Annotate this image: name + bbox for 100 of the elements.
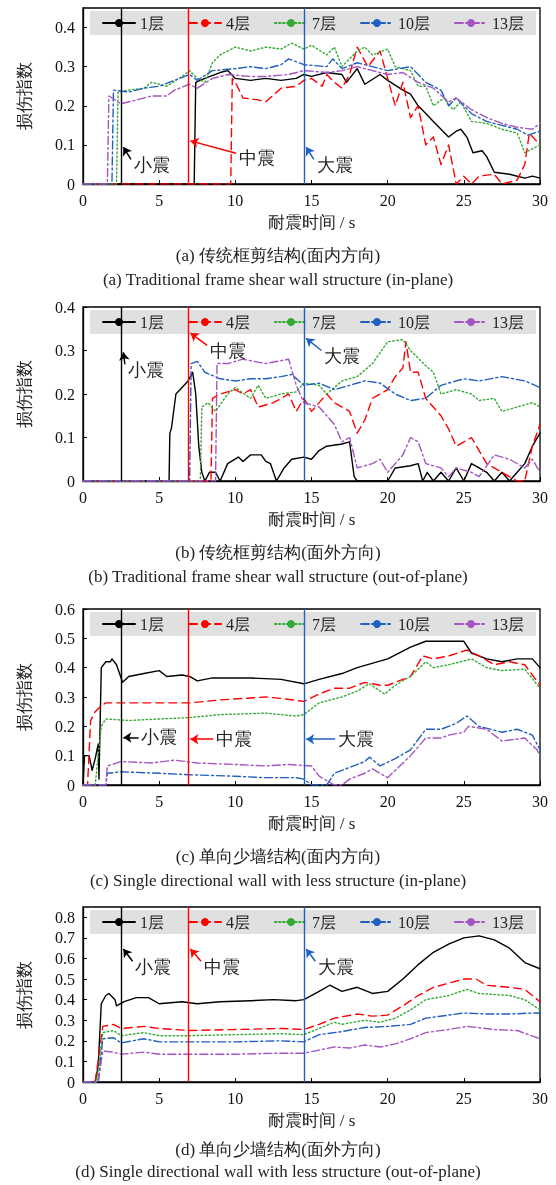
x-tick-label: 20 (379, 1089, 396, 1107)
y-tick-label: 0.5 (55, 629, 75, 647)
y-axis-title: 损伤指数 (15, 663, 34, 731)
ref-line-label: 小震 (133, 154, 170, 175)
y-tick-label: 0.4 (55, 991, 75, 1009)
text: (b) 传统框剪结构(面外方向) (175, 543, 381, 562)
ref-line-label: 大震 (318, 956, 355, 977)
legend-label: 13层 (492, 313, 524, 331)
ref-line-label: 中震 (216, 729, 253, 750)
y-tick-label: 0 (67, 175, 75, 193)
x-tick-label: 0 (79, 1089, 87, 1107)
y-tick-label: 0.4 (55, 298, 75, 316)
y-tick-label: 0 (67, 776, 75, 794)
legend-label: 7层 (312, 14, 336, 32)
x-tick-label: 25 (455, 191, 472, 209)
x-tick-label: 30 (532, 1089, 548, 1107)
x-axis-title: 耐震时间 / s (267, 213, 356, 232)
ref-line-label: 小震 (127, 359, 164, 380)
y-tick-label: 0.6 (55, 949, 75, 967)
text: (d) 单向少墙结构(面外方向) (175, 1140, 381, 1159)
ref-line-label: 中震 (209, 340, 246, 361)
ref-line-label: 大震 (324, 345, 361, 366)
y-tick-label: 0.3 (55, 58, 75, 76)
y-axis-title: 损伤指数 (15, 62, 34, 130)
x-tick-label: 10 (227, 488, 244, 506)
y-tick-label: 0.2 (55, 97, 75, 115)
x-tick-label: 15 (303, 488, 320, 506)
text: (a) 传统框剪结构(面内方向) (175, 246, 381, 265)
x-tick-label: 15 (303, 191, 320, 209)
x-tick-label: 20 (379, 191, 396, 209)
x-tick-label: 5 (155, 792, 164, 810)
x-tick-label: 25 (455, 1089, 472, 1107)
x-tick-label: 30 (532, 488, 548, 506)
y-tick-label: 0.3 (55, 688, 75, 706)
x-tick-label: 0 (79, 488, 87, 506)
legend-label: 13层 (492, 615, 524, 633)
ref-line-label: 大震 (337, 729, 374, 750)
x-axis-title: 耐震时间 / s (267, 510, 356, 529)
y-tick-label: 0.1 (55, 747, 75, 765)
x-tick-label: 30 (532, 792, 548, 810)
legend-label: 1层 (140, 313, 164, 331)
legend-label: 10层 (398, 14, 430, 32)
legend-label: 10层 (398, 913, 430, 931)
x-axis-title: 耐震时间 / s (267, 814, 356, 833)
x-tick-label: 5 (155, 488, 164, 506)
legend-label: 1层 (140, 913, 164, 931)
y-tick-label: 0.7 (55, 929, 75, 947)
y-tick-label: 0.2 (55, 385, 75, 403)
text: (b) Traditional frame shear wall structure (out-of-plane) (88, 567, 468, 586)
legend-label: 4层 (226, 14, 250, 32)
legend-label: 1层 (140, 14, 164, 32)
text: (a) Traditional frame shear wall structure (in-plane) (102, 270, 454, 289)
legend-label: 4层 (226, 913, 250, 931)
y-tick-label: 0.1 (55, 136, 75, 154)
x-tick-label: 5 (155, 191, 164, 209)
y-tick-label: 0.2 (55, 717, 75, 735)
legend-label: 13层 (492, 14, 524, 32)
y-tick-label: 0.8 (55, 908, 75, 926)
legend-label: 7层 (312, 913, 336, 931)
x-tick-label: 15 (303, 792, 320, 810)
legend-label: 7层 (312, 313, 336, 331)
x-tick-label: 20 (379, 792, 396, 810)
ref-line-label: 小震 (135, 956, 172, 977)
x-tick-label: 0 (79, 191, 87, 209)
y-tick-label: 0.1 (55, 1052, 75, 1070)
text: (c) 单向少墙结构(面内方向) (175, 847, 381, 866)
y-tick-label: 0.3 (55, 1011, 75, 1029)
legend-label: 1层 (140, 615, 164, 633)
x-tick-label: 10 (227, 792, 244, 810)
x-tick-label: 5 (155, 1089, 164, 1107)
x-tick-label: 30 (532, 191, 548, 209)
y-tick-label: 0.1 (55, 429, 75, 446)
y-tick-label: 0.5 (55, 970, 75, 988)
y-axis-title: 损伤指数 (15, 360, 34, 428)
x-tick-label: 25 (455, 792, 472, 810)
legend-label: 4层 (226, 615, 250, 633)
x-tick-label: 20 (379, 488, 396, 506)
ref-line-label: 中震 (203, 956, 240, 977)
legend-label: 13层 (492, 913, 524, 931)
y-tick-label: 0.4 (55, 659, 75, 677)
x-tick-label: 10 (227, 191, 244, 209)
y-tick-label: 0 (67, 472, 75, 490)
y-tick-label: 0.2 (55, 1032, 75, 1050)
x-tick-label: 10 (227, 1089, 244, 1107)
text: (c) Single directional wall with less structure (in-plane) (89, 871, 467, 890)
y-tick-label: 0 (67, 1073, 75, 1091)
legend-label: 7层 (312, 615, 336, 633)
legend-label: 10层 (398, 313, 430, 331)
y-tick-label: 0.6 (55, 600, 75, 618)
ref-line-label: 中震 (238, 148, 275, 169)
x-axis-title: 耐震时间 / s (267, 1111, 356, 1130)
ref-line-label: 小震 (141, 727, 178, 748)
text: (d) Single directional wall with less structure (out-of-plane) (75, 1162, 481, 1181)
y-tick-label: 0.4 (55, 19, 75, 37)
ref-line-label: 大震 (316, 154, 353, 175)
x-tick-label: 25 (455, 488, 472, 506)
x-tick-label: 15 (303, 1089, 320, 1107)
x-tick-label: 0 (79, 792, 87, 810)
y-axis-title: 损伤指数 (15, 960, 34, 1029)
legend-label: 4层 (226, 313, 250, 331)
